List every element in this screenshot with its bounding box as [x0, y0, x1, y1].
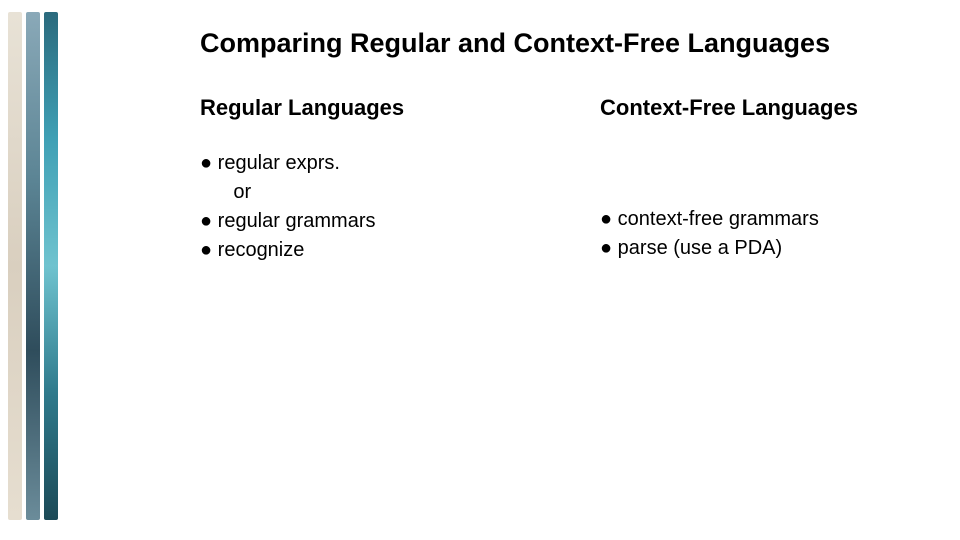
- right-column-heading: Context-Free Languages: [600, 95, 940, 121]
- decorative-strip-1: [8, 12, 22, 520]
- alignment-spacer: [600, 149, 940, 205]
- bullet-icon: ●: [600, 208, 612, 230]
- list-item: ● context-free grammars: [600, 205, 940, 234]
- decorative-strip-2: [26, 12, 40, 520]
- list-item: ● parse (use a PDA): [600, 234, 940, 263]
- slide-title: Comparing Regular and Context-Free Langu…: [200, 28, 940, 59]
- list-item-text: recognize: [218, 239, 305, 261]
- columns: Regular Languages ● regular exprs. or ● …: [200, 95, 940, 265]
- right-column-items: ● context-free grammars ● parse (use a P…: [600, 149, 940, 263]
- list-item-text: or: [200, 181, 251, 203]
- slide-content: Comparing Regular and Context-Free Langu…: [200, 28, 940, 265]
- left-column: Regular Languages ● regular exprs. or ● …: [200, 95, 540, 265]
- list-item-text: regular exprs.: [218, 152, 340, 174]
- bullet-icon: ●: [600, 237, 612, 259]
- bullet-icon: ●: [200, 239, 212, 261]
- decorative-strip-3: [44, 12, 58, 520]
- list-item-text: regular grammars: [218, 210, 376, 232]
- bullet-icon: ●: [200, 152, 212, 174]
- list-item: ● recognize: [200, 236, 540, 265]
- list-item: ● regular exprs.: [200, 149, 540, 178]
- right-column: Context-Free Languages ● context-free gr…: [600, 95, 940, 265]
- left-column-heading: Regular Languages: [200, 95, 540, 121]
- list-item: or: [200, 178, 540, 207]
- bullet-icon: ●: [200, 210, 212, 232]
- list-item-text: parse (use a PDA): [618, 237, 783, 259]
- list-item-text: context-free grammars: [618, 208, 819, 230]
- left-column-items: ● regular exprs. or ● regular grammars ●…: [200, 149, 540, 265]
- list-item: ● regular grammars: [200, 207, 540, 236]
